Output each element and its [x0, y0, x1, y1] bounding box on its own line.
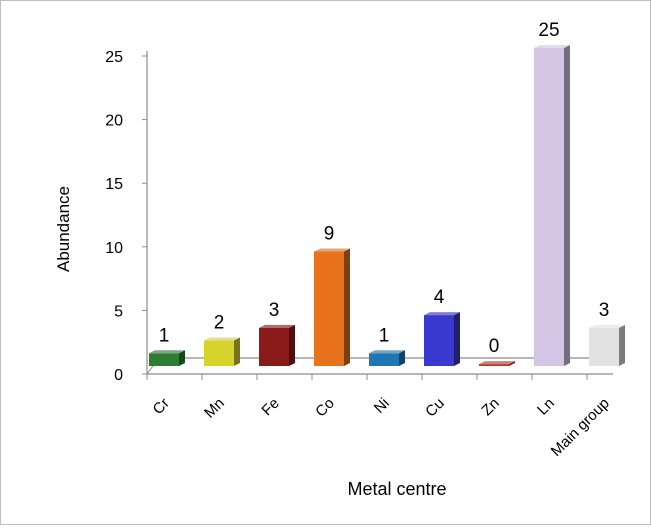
bar-co: [314, 248, 350, 366]
x-tick-label: Zn: [478, 395, 502, 419]
x-tick-label: Cu: [422, 395, 448, 421]
data-label: 1: [379, 325, 390, 346]
y-tick-label: 0: [114, 367, 123, 384]
bar-ln: [534, 45, 570, 366]
y-tick-label: 10: [105, 240, 123, 257]
bar-side: [289, 324, 295, 366]
x-tick-label: Mn: [201, 395, 228, 422]
bar-front: [369, 353, 399, 366]
data-label: 1: [159, 325, 170, 346]
bar-top: [259, 324, 295, 328]
bar-ni: [369, 350, 405, 366]
bar-side: [509, 361, 515, 366]
bar-top: [589, 324, 625, 328]
bar-zn: [479, 361, 515, 366]
bar-top: [204, 337, 240, 341]
bar-top: [534, 45, 570, 48]
bar-cr: [149, 350, 185, 366]
bar-top: [149, 350, 185, 354]
data-label: 4: [434, 287, 445, 308]
bar-top: [314, 248, 350, 252]
bar-front: [424, 315, 454, 366]
x-tick-label: Fe: [258, 395, 282, 419]
x-tick-label: Cr: [150, 395, 173, 418]
bar-front: [204, 340, 234, 366]
x-tick-label: Main group: [548, 395, 613, 460]
bar-side: [619, 324, 625, 366]
bar-front: [149, 353, 179, 366]
bar-top: [369, 350, 405, 354]
bar-top: [424, 312, 460, 316]
data-label: 9: [324, 224, 335, 245]
y-tick-label: 5: [114, 303, 123, 320]
data-label: 0: [489, 336, 500, 357]
bar-side: [344, 248, 350, 366]
data-label: 2: [214, 313, 225, 334]
bar-side: [399, 350, 405, 366]
bar-front: [589, 327, 619, 366]
y-tick-label: 20: [105, 113, 123, 130]
x-tick-label: Ni: [371, 395, 393, 417]
bar-fe: [259, 324, 295, 366]
bar-side: [234, 337, 240, 366]
bar-front: [534, 48, 564, 366]
bar-top: [479, 361, 515, 365]
y-axis-title: Abundance: [54, 186, 73, 272]
bar-cu: [424, 312, 460, 366]
bar-front: [479, 364, 509, 366]
x-tick-label: Co: [312, 395, 338, 421]
x-tick-label: Ln: [534, 395, 558, 419]
data-label: 25: [538, 20, 559, 41]
y-tick-label: 25: [105, 49, 123, 66]
chart-bars: [149, 45, 625, 366]
x-axis-title: Metal centre: [347, 479, 446, 499]
bar-front: [259, 327, 289, 366]
data-label: 3: [599, 300, 610, 321]
bar-front: [314, 251, 344, 366]
y-tick-label: 15: [105, 176, 123, 193]
bar-side: [454, 312, 460, 366]
bar-side: [179, 350, 185, 366]
bar-side: [564, 45, 570, 366]
data-label: 3: [269, 300, 280, 321]
bar-mn: [204, 337, 240, 366]
bar-main-group: [589, 324, 625, 366]
